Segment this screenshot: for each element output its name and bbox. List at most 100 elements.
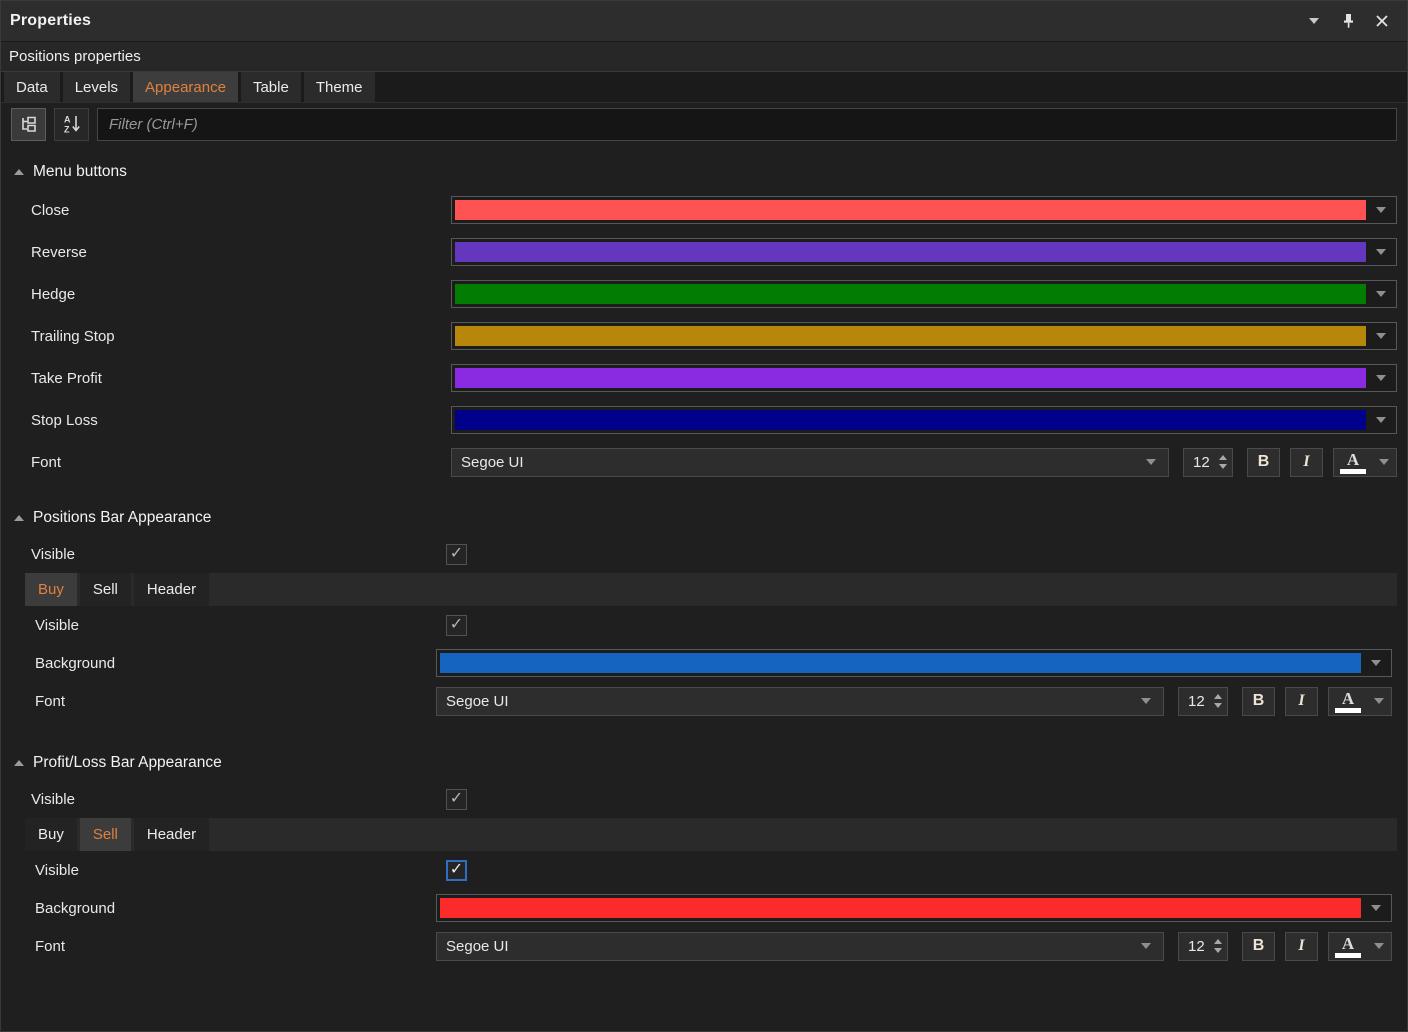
bold-button[interactable]: B — [1242, 686, 1275, 716]
row-hedge-color: Hedge — [1, 273, 1407, 315]
row-positions-buy-visible: Visible ✓ — [1, 606, 1407, 644]
positions-bar-subtabs: Buy Sell Header — [25, 573, 1397, 606]
tab-theme[interactable]: Theme — [303, 72, 375, 102]
close-icon — [1376, 15, 1388, 27]
row-trailing-stop-color: Trailing Stop — [1, 315, 1407, 357]
reverse-color-dropdown[interactable] — [451, 238, 1397, 266]
spin-up-icon[interactable] — [1218, 455, 1227, 460]
font-size-stepper[interactable]: 12 — [1178, 931, 1228, 961]
properties-context-label: Positions properties — [9, 48, 141, 65]
row-close-color: Close — [1, 189, 1407, 231]
sort-az-icon: A Z — [64, 115, 80, 135]
row-stop-loss-color: Stop Loss — [1, 399, 1407, 441]
section-menu-buttons[interactable]: Menu buttons — [1, 155, 1407, 189]
row-menu-font: Font Segoe UI 12 B I A — [1, 441, 1407, 483]
sort-alphabetical-button[interactable]: A Z — [54, 107, 89, 141]
subtab-positions-sell[interactable]: Sell — [79, 573, 131, 606]
chevron-down-icon — [1379, 459, 1389, 465]
italic-button[interactable]: I — [1290, 447, 1323, 477]
profitloss-sell-background-dropdown[interactable] — [436, 894, 1392, 922]
section-positions-bar[interactable]: Positions Bar Appearance — [1, 501, 1407, 535]
svg-text:Z: Z — [64, 125, 70, 135]
close-color-dropdown[interactable] — [451, 196, 1397, 224]
positions-buy-background-swatch — [440, 653, 1361, 673]
font-color-indicator — [1335, 707, 1361, 713]
profitloss-visible-checkbox[interactable]: ✓ — [446, 788, 467, 810]
reverse-color-swatch — [455, 242, 1366, 262]
subtab-profitloss-header[interactable]: Header — [133, 818, 210, 851]
font-color-dropdown[interactable]: A — [1333, 447, 1397, 477]
chevron-down-icon — [1376, 249, 1386, 255]
row-positions-buy-background: Background — [1, 644, 1407, 682]
chevron-down-icon — [1309, 18, 1319, 24]
subtab-profitloss-buy[interactable]: Buy — [25, 818, 77, 851]
close-color-swatch — [455, 200, 1366, 220]
trailing-stop-color-swatch — [455, 326, 1366, 346]
row-profitloss-sell-background: Background — [1, 889, 1407, 927]
font-family-dropdown[interactable]: Segoe UI — [436, 686, 1164, 716]
font-color-indicator — [1340, 468, 1366, 474]
bold-button[interactable]: B — [1242, 931, 1275, 961]
row-take-profit-color: Take Profit — [1, 357, 1407, 399]
chevron-down-icon — [1376, 207, 1386, 213]
filter-input[interactable] — [97, 107, 1397, 141]
profitloss-sell-background-swatch — [440, 898, 1361, 918]
hedge-color-swatch — [455, 284, 1366, 304]
positions-buy-visible-checkbox[interactable]: ✓ — [446, 614, 467, 636]
panel-menu-button[interactable] — [1301, 8, 1327, 34]
section-profitloss-bar[interactable]: Profit/Loss Bar Appearance — [1, 746, 1407, 780]
chevron-down-icon — [1146, 459, 1156, 465]
font-color-dropdown[interactable]: A — [1328, 931, 1392, 961]
font-family-dropdown[interactable]: Segoe UI — [436, 931, 1164, 961]
pin-button[interactable] — [1335, 8, 1361, 34]
font-size-stepper[interactable]: 12 — [1178, 686, 1228, 716]
hedge-color-dropdown[interactable] — [451, 280, 1397, 308]
svg-text:A: A — [64, 115, 71, 125]
chevron-down-icon — [1371, 905, 1381, 911]
tab-table[interactable]: Table — [240, 72, 301, 102]
collapse-arrow-icon — [14, 760, 24, 766]
panel-title: Properties — [10, 12, 92, 29]
spin-down-icon[interactable] — [1218, 464, 1227, 469]
spin-down-icon[interactable] — [1213, 703, 1222, 708]
font-color-dropdown[interactable]: A — [1328, 686, 1392, 716]
collapse-arrow-icon — [14, 515, 24, 521]
subtab-positions-header[interactable]: Header — [133, 573, 210, 606]
stop-loss-color-swatch — [455, 410, 1366, 430]
spin-up-icon[interactable] — [1213, 939, 1222, 944]
tab-levels[interactable]: Levels — [62, 72, 131, 102]
chevron-down-icon — [1374, 698, 1384, 704]
filter-toolbar: A Z — [1, 103, 1407, 145]
chevron-down-icon — [1141, 943, 1151, 949]
spin-up-icon[interactable] — [1213, 694, 1222, 699]
profitloss-sell-visible-checkbox[interactable]: ✓ — [446, 859, 467, 881]
collapse-arrow-icon — [14, 169, 24, 175]
stop-loss-color-dropdown[interactable] — [451, 406, 1397, 434]
bold-button[interactable]: B — [1247, 447, 1280, 477]
take-profit-color-dropdown[interactable] — [451, 364, 1397, 392]
font-size-stepper[interactable]: 12 — [1183, 447, 1233, 477]
close-panel-button[interactable] — [1369, 8, 1395, 34]
font-family-dropdown[interactable]: Segoe UI — [451, 447, 1169, 477]
row-profitloss-visible: Visible ✓ — [1, 780, 1407, 818]
tab-data[interactable]: Data — [4, 72, 60, 102]
profitloss-bar-subtabs: Buy Sell Header — [25, 818, 1397, 851]
chevron-down-icon — [1371, 660, 1381, 666]
trailing-stop-color-dropdown[interactable] — [451, 322, 1397, 350]
italic-button[interactable]: I — [1285, 931, 1318, 961]
spin-down-icon[interactable] — [1213, 948, 1222, 953]
take-profit-color-swatch — [455, 368, 1366, 388]
chevron-down-icon — [1141, 698, 1151, 704]
subtab-positions-buy[interactable]: Buy — [25, 573, 77, 606]
positions-visible-checkbox[interactable]: ✓ — [446, 543, 467, 565]
positions-buy-background-dropdown[interactable] — [436, 649, 1392, 677]
subtitle-bar: Positions properties — [1, 42, 1407, 72]
tab-appearance[interactable]: Appearance — [133, 72, 238, 102]
row-reverse-color: Reverse — [1, 231, 1407, 273]
row-positions-visible: Visible ✓ — [1, 535, 1407, 573]
categorized-view-button[interactable] — [11, 107, 46, 141]
italic-button[interactable]: I — [1285, 686, 1318, 716]
subtab-profitloss-sell[interactable]: Sell — [79, 818, 131, 851]
categorized-tree-icon — [21, 116, 36, 132]
